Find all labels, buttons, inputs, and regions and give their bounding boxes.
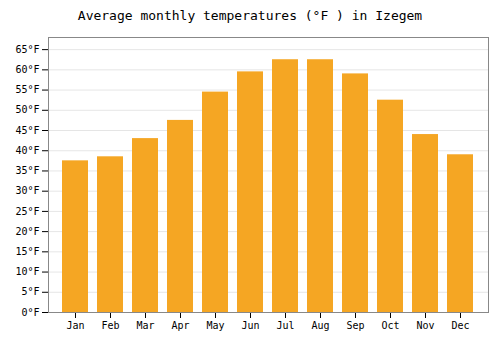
svg-text:55°F: 55°F — [15, 84, 39, 95]
svg-text:Jun: Jun — [241, 320, 259, 331]
svg-text:Jan: Jan — [66, 320, 84, 331]
svg-text:May: May — [206, 320, 224, 331]
svg-text:Oct: Oct — [381, 320, 399, 331]
svg-text:Dec: Dec — [451, 320, 469, 331]
svg-text:20°F: 20°F — [15, 226, 39, 237]
svg-text:45°F: 45°F — [15, 125, 39, 136]
svg-text:35°F: 35°F — [15, 165, 39, 176]
svg-text:Apr: Apr — [171, 320, 189, 331]
svg-text:0°F: 0°F — [21, 307, 39, 318]
svg-text:Jul: Jul — [276, 320, 294, 331]
svg-text:Aug: Aug — [311, 320, 329, 331]
svg-text:25°F: 25°F — [15, 206, 39, 217]
svg-text:30°F: 30°F — [15, 185, 39, 196]
svg-text:Sep: Sep — [346, 320, 364, 331]
svg-text:Mar: Mar — [136, 320, 154, 331]
html-text:Average monthly temperatures (: Average monthly temperatures (°F ) in Iz… — [77, 8, 423, 23]
svg-text:Nov: Nov — [416, 320, 434, 331]
svg-text:5°F: 5°F — [21, 286, 39, 297]
svg-text:50°F: 50°F — [15, 104, 39, 115]
svg-text:60°F: 60°F — [15, 64, 39, 75]
svg-text:10°F: 10°F — [15, 266, 39, 277]
svg-text:Feb: Feb — [101, 320, 119, 331]
svg-text:15°F: 15°F — [15, 246, 39, 257]
svg-text:65°F: 65°F — [15, 44, 39, 55]
svg-text:40°F: 40°F — [15, 145, 39, 156]
